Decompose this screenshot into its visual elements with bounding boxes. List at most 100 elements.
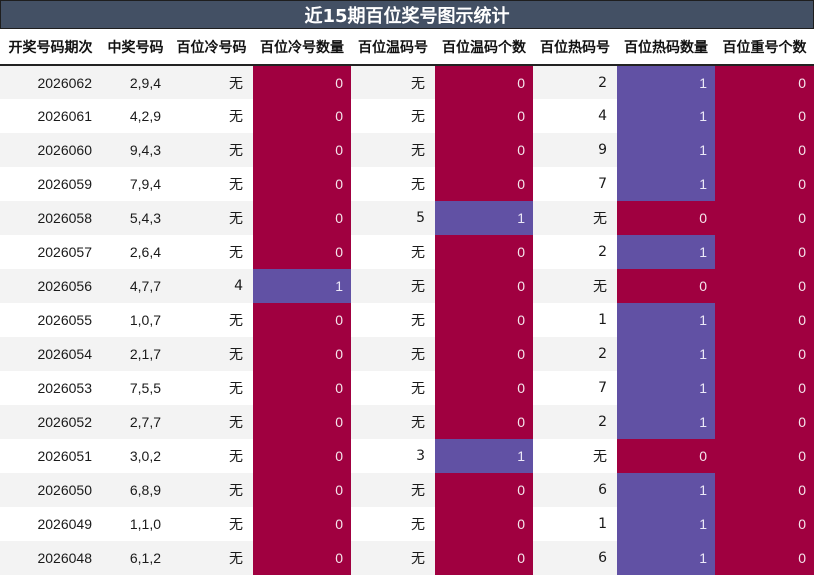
header-row: 开奖号码期次 中奖号码 百位冷号码 百位冷号数量 百位温码号 百位温码个数 百位…: [0, 29, 814, 66]
repeat-count-cell: 0: [715, 235, 814, 269]
warm-count-cell: 0: [435, 507, 533, 541]
cold-count-cell: 0: [253, 473, 351, 507]
winning-numbers-cell: 4,7,7: [101, 269, 170, 303]
warm-count-cell: 0: [435, 405, 533, 439]
cold-code-cell: 无: [170, 439, 253, 473]
repeat-count-cell: 0: [715, 167, 814, 201]
cold-count-cell: 0: [253, 133, 351, 167]
period-cell: 2026049: [0, 507, 101, 541]
period-cell: 2026050: [0, 473, 101, 507]
table-row: 2026057 2,6,4 无 0 无 0 2 1 0: [0, 235, 814, 269]
hot-code-cell: 2: [533, 405, 617, 439]
period-cell: 2026057: [0, 235, 101, 269]
repeat-count-cell: 0: [715, 133, 814, 167]
period-cell: 2026059: [0, 167, 101, 201]
cold-count-cell: 0: [253, 235, 351, 269]
warm-code-cell: 无: [351, 507, 435, 541]
cold-code-cell: 无: [170, 133, 253, 167]
warm-code-cell: 无: [351, 65, 435, 99]
hot-count-cell: 0: [617, 269, 715, 303]
hot-code-cell: 1: [533, 303, 617, 337]
warm-code-cell: 无: [351, 371, 435, 405]
stats-table: 开奖号码期次 中奖号码 百位冷号码 百位冷号数量 百位温码号 百位温码个数 百位…: [0, 29, 814, 575]
period-cell: 2026058: [0, 201, 101, 235]
page-title: 近15期百位奖号图示统计: [0, 0, 814, 29]
hot-code-cell: 1: [533, 507, 617, 541]
cold-code-cell: 4: [170, 269, 253, 303]
cold-code-cell: 无: [170, 541, 253, 575]
cold-count-cell: 0: [253, 99, 351, 133]
warm-code-cell: 无: [351, 167, 435, 201]
winning-numbers-cell: 7,5,5: [101, 371, 170, 405]
repeat-count-cell: 0: [715, 337, 814, 371]
warm-count-cell: 0: [435, 167, 533, 201]
cold-count-cell: 0: [253, 541, 351, 575]
cold-count-cell: 1: [253, 269, 351, 303]
cold-code-cell: 无: [170, 99, 253, 133]
warm-count-cell: 0: [435, 371, 533, 405]
table-row: 2026061 4,2,9 无 0 无 0 4 1 0: [0, 99, 814, 133]
col-header-cold-count: 百位冷号数量: [253, 29, 351, 66]
period-cell: 2026055: [0, 303, 101, 337]
col-header-cold-code: 百位冷号码: [170, 29, 253, 66]
period-cell: 2026051: [0, 439, 101, 473]
warm-code-cell: 无: [351, 473, 435, 507]
warm-code-cell: 无: [351, 99, 435, 133]
cold-count-cell: 0: [253, 201, 351, 235]
repeat-count-cell: 0: [715, 439, 814, 473]
period-cell: 2026053: [0, 371, 101, 405]
cold-code-cell: 无: [170, 405, 253, 439]
winning-numbers-cell: 6,1,2: [101, 541, 170, 575]
winning-numbers-cell: 3,0,2: [101, 439, 170, 473]
col-header-period: 开奖号码期次: [0, 29, 101, 66]
hot-count-cell: 1: [617, 507, 715, 541]
table-row: 2026053 7,5,5 无 0 无 0 7 1 0: [0, 371, 814, 405]
warm-code-cell: 5: [351, 201, 435, 235]
repeat-count-cell: 0: [715, 269, 814, 303]
hot-code-cell: 无: [533, 201, 617, 235]
cold-count-cell: 0: [253, 405, 351, 439]
hot-code-cell: 6: [533, 541, 617, 575]
period-cell: 2026052: [0, 405, 101, 439]
winning-numbers-cell: 5,4,3: [101, 201, 170, 235]
repeat-count-cell: 0: [715, 405, 814, 439]
winning-numbers-cell: 4,2,9: [101, 99, 170, 133]
period-cell: 2026056: [0, 269, 101, 303]
winning-numbers-cell: 2,9,4: [101, 65, 170, 99]
cold-code-cell: 无: [170, 473, 253, 507]
warm-count-cell: 0: [435, 65, 533, 99]
winning-numbers-cell: 9,4,3: [101, 133, 170, 167]
repeat-count-cell: 0: [715, 303, 814, 337]
period-cell: 2026054: [0, 337, 101, 371]
table-row: 2026054 2,1,7 无 0 无 0 2 1 0: [0, 337, 814, 371]
warm-count-cell: 0: [435, 337, 533, 371]
warm-count-cell: 1: [435, 201, 533, 235]
hot-code-cell: 无: [533, 439, 617, 473]
warm-code-cell: 无: [351, 405, 435, 439]
period-cell: 2026061: [0, 99, 101, 133]
col-header-numbers: 中奖号码: [101, 29, 170, 66]
col-header-warm-code: 百位温码号: [351, 29, 435, 66]
warm-count-cell: 0: [435, 473, 533, 507]
col-header-hot-code: 百位热码号: [533, 29, 617, 66]
hot-count-cell: 1: [617, 133, 715, 167]
warm-count-cell: 0: [435, 235, 533, 269]
hot-count-cell: 1: [617, 541, 715, 575]
hot-count-cell: 1: [617, 473, 715, 507]
warm-code-cell: 无: [351, 133, 435, 167]
hot-code-cell: 6: [533, 473, 617, 507]
hot-count-cell: 1: [617, 405, 715, 439]
repeat-count-cell: 0: [715, 473, 814, 507]
hot-count-cell: 1: [617, 337, 715, 371]
col-header-repeat-count: 百位重号个数: [715, 29, 814, 66]
hot-count-cell: 1: [617, 167, 715, 201]
winning-numbers-cell: 1,1,0: [101, 507, 170, 541]
warm-count-cell: 1: [435, 439, 533, 473]
cold-count-cell: 0: [253, 65, 351, 99]
warm-count-cell: 0: [435, 99, 533, 133]
hot-count-cell: 0: [617, 201, 715, 235]
cold-count-cell: 0: [253, 507, 351, 541]
winning-numbers-cell: 6,8,9: [101, 473, 170, 507]
cold-code-cell: 无: [170, 235, 253, 269]
cold-code-cell: 无: [170, 65, 253, 99]
